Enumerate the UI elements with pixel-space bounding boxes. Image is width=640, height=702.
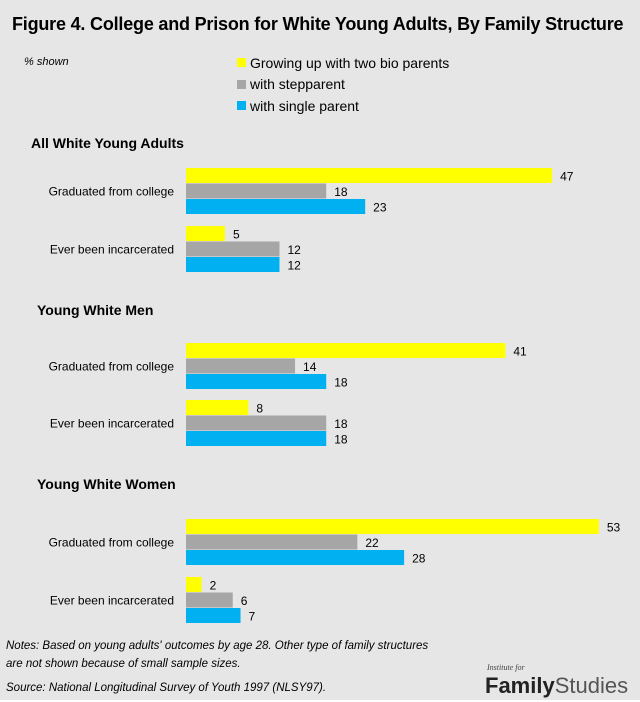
legend-label: with stepparent [250,76,345,93]
bar-chart: All White Young Adults Graduated from col… [31,135,621,624]
legend-label: with single parent [250,97,359,114]
bar [186,519,599,534]
logo-studies: Studies [554,673,629,698]
data-label: 18 [334,185,348,199]
data-label: 18 [334,417,348,431]
bar [186,592,233,608]
legend-item-two-bio-parents: Growing up with two bio parents [237,52,449,74]
logo: FamilyStudies [485,673,628,699]
legend-item-stepparent: with stepparent [237,74,449,96]
legend-swatch [237,101,246,111]
category-label: Graduated from college [49,184,175,198]
bar [186,400,249,415]
data-label: 28 [412,552,426,566]
divider [0,700,640,702]
panel-title: Young White Women [37,476,176,492]
data-label: 7 [249,610,256,624]
legend-swatch [237,58,246,68]
data-label: 18 [334,376,348,390]
bar [186,374,327,389]
bar [186,168,553,183]
category-label: Ever been incarcerated [50,416,174,430]
data-label: 12 [287,259,301,273]
bar [186,608,241,623]
chart-title: Figure 4. College and Prison for White Y… [12,14,624,34]
bar [186,199,366,214]
data-label: 5 [233,228,240,242]
bar [186,358,296,374]
data-label: 18 [334,433,348,447]
units-note: % shown [24,56,69,68]
data-label: 2 [210,579,217,593]
bar [186,550,405,565]
chart-notes: Notes: Based on young adults' outcomes b… [6,640,429,670]
data-label: 8 [256,402,263,416]
legend: Growing up with two bio parents with ste… [237,52,449,117]
legend-swatch [237,79,246,89]
data-label: 47 [560,170,574,184]
bar [186,343,506,358]
bar [186,183,327,199]
bar [186,257,280,272]
chart-source: Source: National Longitudinal Survey of … [6,682,327,694]
category-label: Graduated from college [49,359,175,373]
panel-title: Young White Men [37,302,153,318]
data-label: 41 [513,345,527,359]
category-label: Ever been incarcerated [50,593,174,607]
panel-title: All White Young Adults [31,135,184,151]
logo-institute-for: Institute for [487,663,525,672]
bar [186,226,225,241]
category-label: Graduated from college [49,535,175,549]
legend-label: Growing up with two bio parents [250,54,450,71]
bar [186,431,327,446]
data-label: 14 [303,360,317,374]
bar [186,241,280,257]
data-label: 23 [373,201,387,215]
bar [186,534,358,550]
bar [186,415,327,431]
data-label: 22 [365,536,379,550]
data-label: 6 [241,594,248,608]
data-label: 53 [607,521,621,535]
category-label: Ever been incarcerated [50,242,174,256]
legend-item-single-parent: with single parent [237,95,449,117]
logo-family: Family [485,673,555,698]
bar [186,577,202,592]
data-label: 12 [287,243,301,257]
